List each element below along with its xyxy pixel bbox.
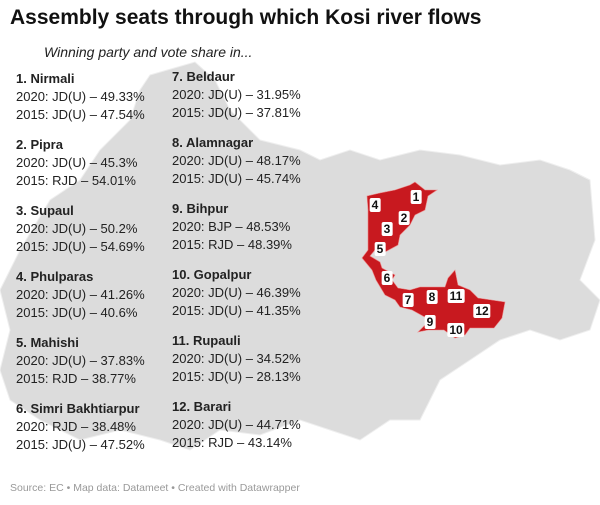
seat-y2020: 2020: BJP – 48.53% — [172, 219, 291, 234]
seat-name: 7. Beldaur — [172, 69, 235, 84]
seat-entry: 10. Gopalpur 2020: JD(U) – 46.39% 2015: JD… — [172, 266, 337, 320]
seat-entry: 4. Phulparas 2020: JD(U) – 41.26% 2015: JD… — [16, 268, 181, 322]
source-footer: Source: EC • Map data: Datameet • Create… — [10, 482, 300, 494]
seat-y2015: 2015: RJD – 43.14% — [172, 435, 292, 450]
seat-y2020: 2020: JD(U) – 41.26% — [16, 287, 145, 302]
page-title: Assembly seats through which Kosi river … — [10, 6, 482, 29]
seat-number-label: 3 — [381, 222, 393, 236]
seat-name: 11. Rupauli — [172, 333, 241, 348]
seat-name: 9. Bihpur — [172, 201, 229, 216]
seat-entry: 2. Pipra 2020: JD(U) – 45.3% 2015: RJD – 5… — [16, 136, 181, 190]
seat-y2020: 2020: JD(U) – 48.17% — [172, 153, 301, 168]
seat-number-label: 10 — [447, 323, 465, 337]
seat-y2015: 2015: JD(U) – 45.74% — [172, 171, 301, 186]
seat-number-label: 12 — [473, 304, 491, 318]
seat-y2015: 2015: JD(U) – 47.52% — [16, 437, 145, 452]
seat-y2020: 2020: JD(U) – 34.52% — [172, 351, 301, 366]
seat-y2015: 2015: JD(U) – 54.69% — [16, 239, 145, 254]
seat-number-label: 9 — [424, 315, 436, 329]
seat-entry: 9. Bihpur 2020: BJP – 48.53% 2015: RJD – 4… — [172, 200, 337, 254]
seat-number-label: 11 — [447, 289, 465, 303]
seat-number-label: 4 — [369, 198, 381, 212]
seat-y2015: 2015: JD(U) – 47.54% — [16, 107, 145, 122]
seat-y2015: 2015: RJD – 48.39% — [172, 237, 292, 252]
seat-number-label: 5 — [374, 242, 386, 256]
seat-y2015: 2015: JD(U) – 41.35% — [172, 303, 301, 318]
seat-entry: 7. Beldaur 2020: JD(U) – 31.95% 2015: JD(U… — [172, 68, 337, 122]
seat-y2020: 2020: JD(U) – 50.2% — [16, 221, 138, 236]
seat-entry: 6. Simri Bakhtiarpur 2020: RJD – 38.48% 20… — [16, 400, 181, 454]
seat-y2020: 2020: JD(U) – 37.83% — [16, 353, 145, 368]
seat-entry: 8. Alamnagar 2020: JD(U) – 48.17% 2015: JD… — [172, 134, 337, 188]
seat-y2015: 2015: RJD – 38.77% — [16, 371, 136, 386]
subtitle: Winning party and vote share in... — [44, 44, 253, 60]
seat-y2020: 2020: JD(U) – 46.39% — [172, 285, 301, 300]
seat-y2020: 2020: JD(U) – 45.3% — [16, 155, 138, 170]
seat-entry: 5. Mahishi 2020: JD(U) – 37.83% 2015: RJD … — [16, 334, 181, 388]
seat-y2015: 2015: JD(U) – 37.81% — [172, 105, 301, 120]
seat-name: 5. Mahishi — [16, 335, 79, 350]
seat-y2020: 2020: RJD – 38.48% — [16, 419, 136, 434]
seat-name: 12. Barari — [172, 399, 232, 414]
seat-name: 1. Nirmali — [16, 71, 75, 86]
seat-number-label: 8 — [426, 290, 438, 304]
seat-entry: 3. Supaul 2020: JD(U) – 50.2% 2015: JD(U) … — [16, 202, 181, 256]
seat-name: 8. Alamnagar — [172, 135, 254, 150]
seat-entry: 12. Barari 2020: JD(U) – 44.71% 2015: RJD … — [172, 398, 337, 452]
seat-entry: 1. Nirmali 2020: JD(U) – 49.33% 2015: JD(U… — [16, 70, 181, 124]
seat-y2015: 2015: JD(U) – 28.13% — [172, 369, 301, 384]
seat-number-label: 2 — [398, 211, 410, 225]
seat-y2015: 2015: JD(U) – 40.6% — [16, 305, 138, 320]
seat-y2020: 2020: JD(U) – 44.71% — [172, 417, 301, 432]
seat-name: 10. Gopalpur — [172, 267, 252, 282]
seat-number-label: 1 — [410, 190, 422, 204]
kosi-seats-region — [361, 181, 506, 339]
seat-number-label: 6 — [381, 271, 393, 285]
seat-entry: 11. Rupauli 2020: JD(U) – 34.52% 2015: JD(… — [172, 332, 337, 386]
seat-name: 3. Supaul — [16, 203, 74, 218]
bihar-outline — [0, 61, 600, 451]
seat-number-label: 7 — [402, 293, 414, 307]
seat-y2020: 2020: JD(U) – 49.33% — [16, 89, 145, 104]
seat-y2020: 2020: JD(U) – 31.95% — [172, 87, 301, 102]
seat-name: 2. Pipra — [16, 137, 63, 152]
seat-y2015: 2015: RJD – 54.01% — [16, 173, 136, 188]
seat-name: 6. Simri Bakhtiarpur — [16, 401, 140, 416]
seat-name: 4. Phulparas — [16, 269, 94, 284]
